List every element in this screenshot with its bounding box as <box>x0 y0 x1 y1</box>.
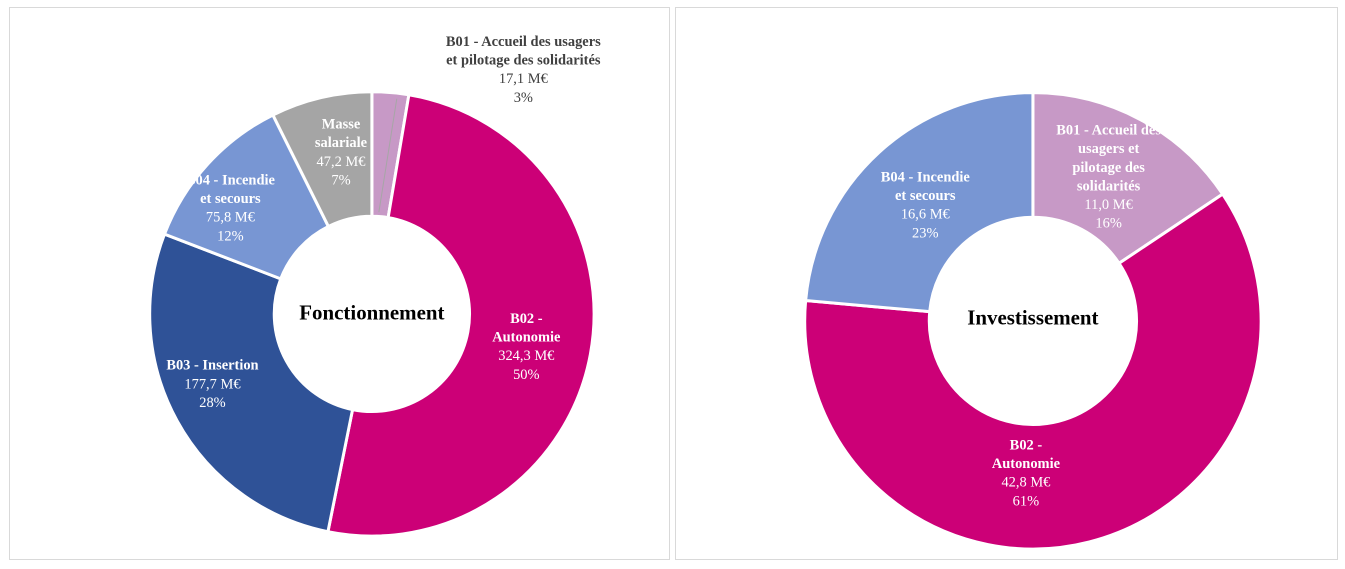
label-category: pilotage des <box>1072 160 1145 176</box>
label-percent: 50% <box>513 367 539 383</box>
chart-panel-investissement: Investissement B01 - Accueil des usagers e… <box>675 7 1338 560</box>
slice-b04-incendie-et-secours <box>162 112 331 281</box>
data-label-b04-incendie-et-secours: B04 - Incendie et secours 75,8 M€ 12% <box>186 172 276 244</box>
data-label-masse-salariale: Masse salariale 47,2 M€ 7% <box>315 117 368 189</box>
slices <box>803 91 1263 551</box>
label-category: B02 - <box>510 311 543 327</box>
chart-center-title: Investissement <box>967 306 1098 330</box>
label-percent: 7% <box>331 172 350 188</box>
label-value: 177,7 M€ <box>184 376 240 392</box>
label-category: usagers et <box>1078 141 1140 157</box>
label-category: B04 - Incendie <box>186 172 276 188</box>
slice-masse-salariale <box>270 90 374 229</box>
data-label-b03-insertion: B03 - Insertion 177,7 M€ 28% <box>166 358 258 411</box>
label-value: 11,0 M€ <box>1084 197 1132 213</box>
label-category: B01 - Accueil des <box>1056 123 1161 139</box>
label-category: solidarités <box>1077 178 1141 194</box>
data-label-b04-incendie-et-secours: B04 - Incendie et secours 16,6 M€ 23% <box>881 169 971 241</box>
label-category: salariale <box>315 135 368 151</box>
data-label-b02-autonomie: B02 - Autonomie 324,3 M€ 50% <box>492 311 561 383</box>
label-category: et secours <box>895 188 956 204</box>
label-category: et secours <box>200 191 261 207</box>
label-value: 324,3 M€ <box>498 348 554 364</box>
slice-b01-accueil-des-usagers-et-pilotage-des-solidarites <box>1031 91 1225 266</box>
label-category: B03 - Insertion <box>166 358 258 374</box>
data-label-b01-accueil-des-usagers-et-pilotage-des-solidarites: B01 - Accueil des usagers et pilotage des… <box>446 34 601 106</box>
label-category: B04 - Incendie <box>881 169 971 185</box>
chart-panel-fonctionnement: Fonctionnement B01 - Accueil des usagers e… <box>9 7 670 560</box>
label-category: B01 - Accueil des usagers <box>446 34 601 50</box>
data-label-b02-autonomie: B02 - Autonomie 42,8 M€ 61% <box>992 437 1061 509</box>
label-percent: 3% <box>514 90 533 106</box>
label-category: B02 - <box>1010 437 1043 453</box>
leader-line-b01-accueil-des-usagers-et-pilotage-des-solidarites <box>378 98 398 213</box>
label-percent: 12% <box>217 228 243 244</box>
label-value: 75,8 M€ <box>206 210 255 226</box>
chart-center-title: Fonctionnement <box>299 301 444 325</box>
label-category: Autonomie <box>492 329 561 345</box>
label-percent: 16% <box>1095 216 1121 232</box>
donut-chart-investissement: Investissement B01 - Accueil des usagers e… <box>803 91 1263 551</box>
label-category: et pilotage des solidarités <box>446 52 601 68</box>
label-percent: 23% <box>912 225 938 241</box>
slice-b02-autonomie <box>326 93 596 538</box>
label-percent: 28% <box>199 395 225 411</box>
label-percent: 61% <box>1013 493 1039 509</box>
slice-b03-insertion <box>148 232 355 534</box>
label-category: Autonomie <box>992 456 1061 472</box>
label-value: 17,1 M€ <box>499 71 548 87</box>
data-label-b01-accueil-des-usagers-et-pilotage-des-solidarites: B01 - Accueil des usagers et pilotage des s… <box>1056 123 1161 232</box>
label-value: 47,2 M€ <box>317 154 366 170</box>
slice-b02-autonomie <box>803 192 1263 551</box>
label-value: 16,6 M€ <box>901 207 950 223</box>
slice-b04-incendie-et-secours <box>804 91 1035 314</box>
donut-chart-fonctionnement: Fonctionnement B01 - Accueil des usagers e… <box>148 34 601 538</box>
label-value: 42,8 M€ <box>1001 475 1050 491</box>
slices <box>148 90 596 538</box>
label-category: Masse <box>322 117 361 133</box>
